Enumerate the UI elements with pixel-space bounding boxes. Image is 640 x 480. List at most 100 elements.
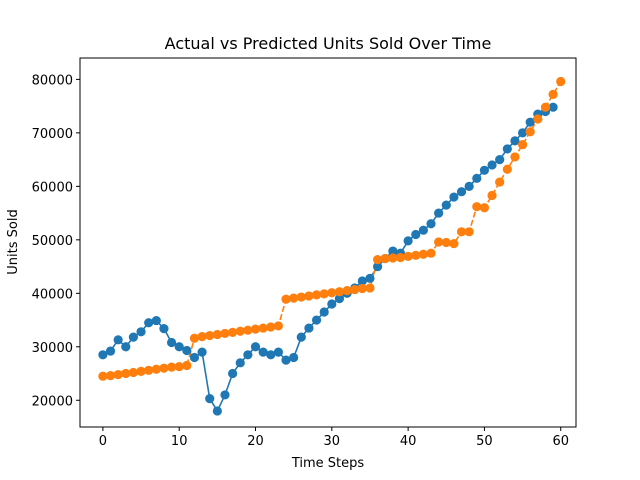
data-point-predicted <box>426 248 436 258</box>
data-point-actual <box>388 246 398 256</box>
data-point-actual <box>212 406 222 416</box>
data-point-actual <box>273 347 283 357</box>
data-point-actual <box>487 160 497 170</box>
data-point-actual <box>228 368 238 379</box>
data-point-predicted <box>159 363 169 373</box>
y-tick-label: 70000 <box>32 127 73 142</box>
data-point-predicted <box>456 227 467 237</box>
data-point-predicted <box>517 140 528 150</box>
data-point-predicted <box>266 322 276 332</box>
data-point-actual <box>289 352 299 363</box>
data-point-actual <box>121 342 131 352</box>
data-point-actual <box>479 165 490 175</box>
data-point-predicted <box>548 89 558 99</box>
data-point-actual <box>525 117 535 127</box>
data-point-actual <box>243 350 253 360</box>
data-point-predicted <box>350 284 360 295</box>
data-point-actual <box>449 192 459 202</box>
data-point-predicted <box>243 325 253 335</box>
data-point-predicted <box>228 327 238 337</box>
data-point-actual <box>258 347 268 357</box>
data-point-predicted <box>479 203 490 213</box>
data-point-actual <box>464 181 474 191</box>
data-point-predicted <box>235 326 245 336</box>
data-point-predicted <box>212 329 222 340</box>
data-point-predicted <box>144 365 154 375</box>
x-tick-label: 50 <box>476 434 493 449</box>
y-axis-label: Units Sold <box>6 209 21 274</box>
data-point-predicted <box>296 292 306 302</box>
data-point-actual <box>403 236 413 246</box>
data-point-predicted <box>197 332 207 342</box>
data-point-predicted <box>121 368 131 379</box>
data-point-actual <box>113 335 123 345</box>
data-point-actual <box>472 173 482 183</box>
data-point-predicted <box>128 367 139 378</box>
data-point-predicted <box>472 202 482 212</box>
data-point-actual <box>517 128 528 138</box>
data-point-actual <box>296 332 306 342</box>
data-point-actual <box>319 307 329 317</box>
data-point-predicted <box>556 76 566 87</box>
data-point-predicted <box>304 291 314 301</box>
data-point-predicted <box>533 114 543 124</box>
data-point-actual <box>434 208 444 218</box>
data-point-actual <box>166 337 177 348</box>
data-point-actual <box>441 200 451 210</box>
data-point-predicted <box>510 152 520 162</box>
data-point-predicted <box>98 371 108 381</box>
data-point-predicted <box>166 362 177 372</box>
data-point-predicted <box>441 237 451 248</box>
data-point-predicted <box>403 251 413 262</box>
data-point-actual <box>250 342 261 352</box>
data-point-actual <box>174 342 184 352</box>
data-point-actual <box>182 345 192 356</box>
plot-frame <box>79 57 577 428</box>
y-tick-label: 30000 <box>32 341 73 356</box>
data-point-actual <box>411 229 421 240</box>
data-point-actual <box>151 315 161 326</box>
data-point-actual <box>495 155 505 165</box>
data-point-actual <box>456 187 467 197</box>
data-point-predicted <box>113 369 123 380</box>
data-point-predicted <box>388 253 398 263</box>
data-point-predicted <box>174 361 184 372</box>
data-point-actual <box>373 261 383 272</box>
data-point-predicted <box>464 227 474 237</box>
data-point-actual <box>334 294 345 304</box>
x-tick-label: 60 <box>552 434 569 449</box>
y-tick-label: 20000 <box>32 394 73 409</box>
data-point-actual <box>235 358 245 368</box>
data-point-predicted <box>357 283 367 294</box>
data-point-actual <box>266 350 276 360</box>
data-point-predicted <box>540 102 551 112</box>
x-tick-label: 40 <box>400 434 417 449</box>
data-point-predicted <box>342 286 352 296</box>
data-point-actual <box>159 324 169 334</box>
data-point-predicted <box>220 328 230 339</box>
data-point-predicted <box>495 177 505 187</box>
data-point-actual <box>144 318 154 328</box>
data-point-predicted <box>365 283 375 293</box>
data-point-predicted <box>319 289 329 299</box>
data-point-actual <box>502 144 512 154</box>
data-point-predicted <box>136 366 146 376</box>
data-point-predicted <box>327 288 337 298</box>
data-point-predicted <box>250 324 261 334</box>
data-point-predicted <box>373 255 383 265</box>
data-point-predicted <box>334 287 345 297</box>
data-point-predicted <box>525 127 535 137</box>
data-point-actual <box>311 315 322 325</box>
data-point-predicted <box>487 190 497 201</box>
data-point-predicted <box>289 293 299 303</box>
data-point-predicted <box>151 364 161 374</box>
data-point-predicted <box>418 249 428 259</box>
x-axis-ticks: 0 10 20 30 40 50 60 <box>99 427 569 449</box>
data-point-predicted <box>189 333 200 343</box>
data-point-actual <box>426 219 436 229</box>
y-tick-label: 40000 <box>32 287 73 302</box>
data-point-predicted <box>281 294 291 304</box>
data-point-predicted <box>273 321 283 331</box>
